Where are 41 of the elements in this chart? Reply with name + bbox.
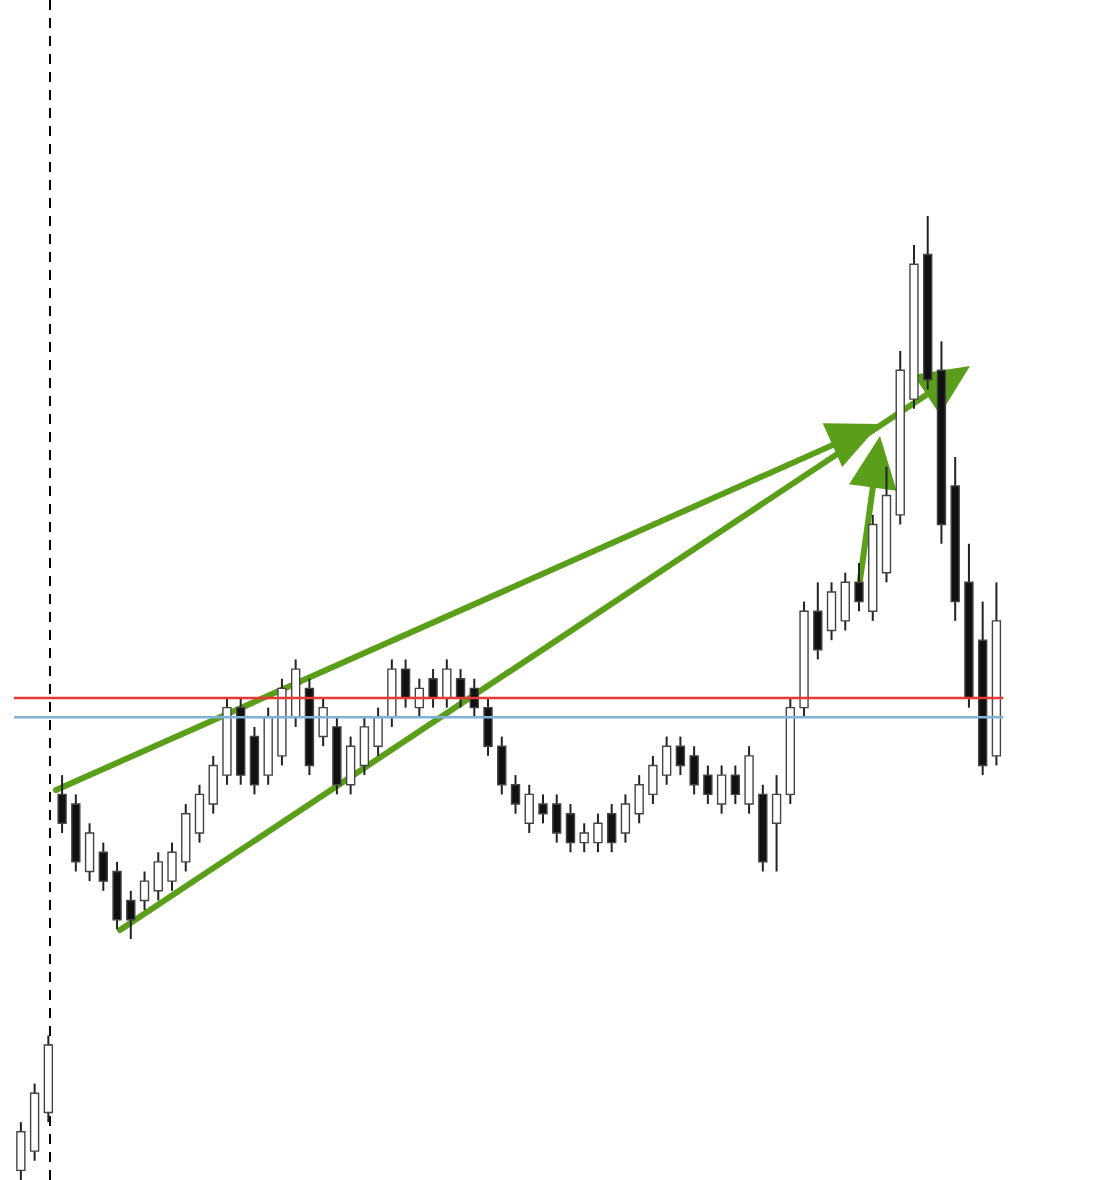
candlestick: [826, 581, 837, 642]
candlestick: [194, 783, 205, 844]
candlestick: [689, 745, 699, 796]
candlestick: [593, 812, 603, 854]
candlestick: [634, 774, 644, 825]
candlestick: [98, 841, 109, 892]
candlestick: [16, 1121, 26, 1180]
candlestick: [139, 870, 150, 912]
candlestick: [730, 764, 741, 806]
candlestick: [483, 697, 493, 757]
candlestick: [661, 735, 672, 786]
candlestick: [538, 793, 548, 825]
candlestick: [359, 716, 370, 777]
candlestick: [345, 735, 356, 796]
candlestick: [497, 735, 507, 796]
candlestick: [813, 581, 823, 661]
candlestick: [675, 735, 686, 777]
candlestick: [716, 764, 727, 815]
candlestick: [208, 754, 218, 815]
candlestick: [373, 706, 383, 757]
candlestick: [703, 764, 713, 806]
candlestick: [318, 697, 328, 748]
candlestick: [771, 774, 782, 873]
candlestick: [126, 889, 136, 940]
candlestick: [153, 851, 163, 902]
candlestick: [428, 668, 438, 709]
candlestick: [552, 793, 562, 844]
candlestick: [606, 803, 617, 854]
candlestick: [84, 822, 95, 883]
candlestick: [565, 803, 576, 854]
candlestick: [648, 754, 658, 806]
candlestick: [510, 774, 521, 815]
candlestick: [442, 658, 452, 709]
candlestick: [840, 571, 850, 632]
candlestick: [620, 793, 631, 844]
candlestick: [524, 783, 534, 834]
candlestick: [57, 774, 67, 834]
candlestick: [854, 562, 864, 613]
candlestick: [167, 841, 177, 892]
candlestick: [400, 658, 411, 709]
candlestick: [579, 822, 589, 854]
